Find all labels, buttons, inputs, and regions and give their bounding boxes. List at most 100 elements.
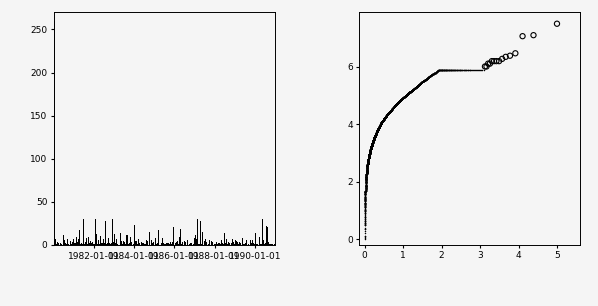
Point xyxy=(363,162,373,166)
Point xyxy=(378,118,388,123)
Point xyxy=(363,159,373,164)
Point xyxy=(402,91,412,96)
Point xyxy=(407,88,416,93)
Point xyxy=(396,97,405,102)
Point xyxy=(364,154,374,159)
Point xyxy=(420,78,429,83)
Point xyxy=(381,114,390,119)
Point xyxy=(364,156,373,161)
Point xyxy=(377,119,387,124)
Point xyxy=(360,204,370,209)
Point xyxy=(374,126,383,131)
Point xyxy=(384,110,393,115)
Point xyxy=(362,170,371,174)
Point xyxy=(380,115,390,120)
Point xyxy=(362,166,372,171)
Point xyxy=(362,174,371,179)
Point xyxy=(386,108,395,113)
Point xyxy=(362,169,371,174)
Point xyxy=(367,143,377,148)
Point xyxy=(370,135,379,140)
Point xyxy=(364,156,373,161)
Point xyxy=(395,98,405,103)
Point xyxy=(361,201,370,206)
Point xyxy=(361,199,370,203)
Point xyxy=(379,117,389,121)
Point xyxy=(384,110,393,115)
Point xyxy=(366,147,376,152)
Point xyxy=(366,145,376,150)
Point xyxy=(385,109,395,114)
Point xyxy=(399,95,408,100)
Point xyxy=(365,151,374,156)
Point xyxy=(416,81,425,86)
Point xyxy=(376,121,386,126)
Point xyxy=(366,145,376,150)
Point xyxy=(365,147,375,152)
Point xyxy=(373,127,383,132)
Point xyxy=(380,116,389,121)
Point xyxy=(398,95,408,100)
Point xyxy=(407,88,416,93)
Point xyxy=(414,82,424,87)
Point xyxy=(381,114,390,119)
Point xyxy=(364,156,373,161)
Point xyxy=(402,92,411,97)
Point xyxy=(401,93,411,98)
Point xyxy=(360,223,370,228)
Point xyxy=(376,121,386,126)
Point xyxy=(380,115,390,120)
Point xyxy=(360,202,370,207)
Point xyxy=(365,152,374,157)
Point xyxy=(379,118,388,122)
Point xyxy=(365,149,375,154)
Point xyxy=(373,128,382,132)
Point xyxy=(364,157,373,162)
Point xyxy=(372,129,382,134)
Point xyxy=(364,158,373,162)
Point xyxy=(367,145,376,150)
Point xyxy=(394,99,404,104)
Point xyxy=(372,130,382,135)
Point xyxy=(361,184,371,188)
Point xyxy=(394,99,404,104)
Point xyxy=(361,195,370,200)
Point xyxy=(361,187,370,192)
Point xyxy=(361,177,371,182)
Point xyxy=(410,85,420,90)
Point xyxy=(367,142,377,147)
Point xyxy=(376,122,385,127)
Point xyxy=(396,97,406,102)
Point xyxy=(379,116,389,121)
Point xyxy=(368,140,377,145)
Point xyxy=(385,110,394,114)
Point xyxy=(447,67,456,72)
Point xyxy=(383,112,392,117)
Point xyxy=(365,150,375,155)
Point xyxy=(362,166,372,170)
Point xyxy=(371,132,380,137)
Point xyxy=(365,149,375,154)
Point xyxy=(376,122,386,127)
Point xyxy=(398,96,407,101)
Point xyxy=(429,71,438,76)
Point xyxy=(364,152,374,157)
Point xyxy=(363,160,373,165)
Point xyxy=(387,107,396,112)
Point xyxy=(386,108,396,113)
Point xyxy=(422,76,431,81)
Point xyxy=(377,120,386,125)
Point xyxy=(363,161,373,166)
Point xyxy=(362,165,372,170)
Point xyxy=(367,142,377,147)
Point xyxy=(376,122,385,127)
Point xyxy=(373,127,383,132)
Point xyxy=(375,123,385,128)
Point xyxy=(375,123,385,128)
Point xyxy=(393,100,402,105)
Point xyxy=(361,180,371,185)
Point xyxy=(385,110,394,115)
Point xyxy=(485,61,495,66)
Point xyxy=(365,150,375,155)
Point xyxy=(367,144,376,148)
